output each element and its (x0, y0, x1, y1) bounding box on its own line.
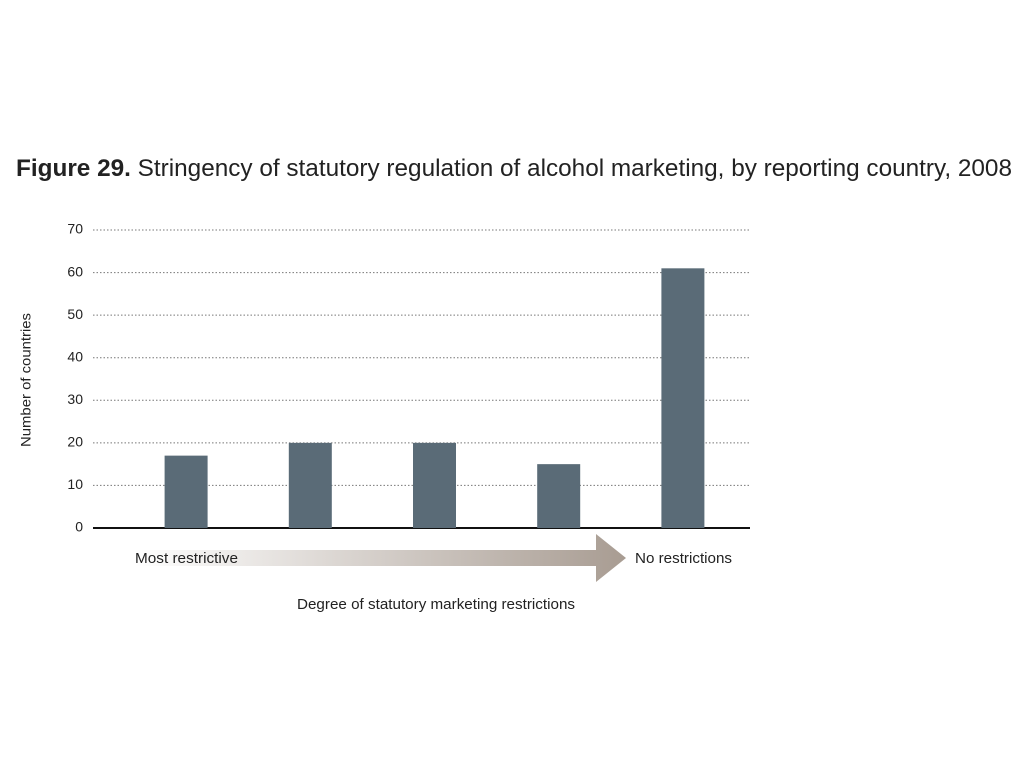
bar (288, 442, 332, 528)
bar (164, 455, 208, 528)
y-tick-label: 20 (67, 434, 83, 450)
y-tick-label: 30 (67, 391, 83, 407)
y-tick-label: 10 (67, 476, 83, 492)
annotation: No restrictions (635, 550, 732, 567)
chart-title: Figure 29. Stringency of statutory regul… (16, 155, 1012, 182)
restriction-arrow (135, 534, 626, 582)
bar (661, 268, 705, 528)
y-axis-label: Number of countries (18, 313, 34, 447)
bar (413, 442, 456, 528)
title-label: Figure 29. (16, 155, 131, 182)
y-tick-label: 60 (67, 263, 83, 279)
y-tick-label: 50 (67, 306, 83, 322)
y-tick-label: 0 (75, 519, 83, 535)
title-text: Stringency of statutory regulation of al… (138, 155, 1012, 182)
bar (537, 464, 581, 528)
annotation: Most restrictive (135, 550, 238, 567)
y-tick-label: 70 (67, 221, 83, 237)
x-axis-label: Degree of statutory marketing restrictio… (297, 596, 575, 613)
y-tick-label: 40 (67, 348, 83, 364)
